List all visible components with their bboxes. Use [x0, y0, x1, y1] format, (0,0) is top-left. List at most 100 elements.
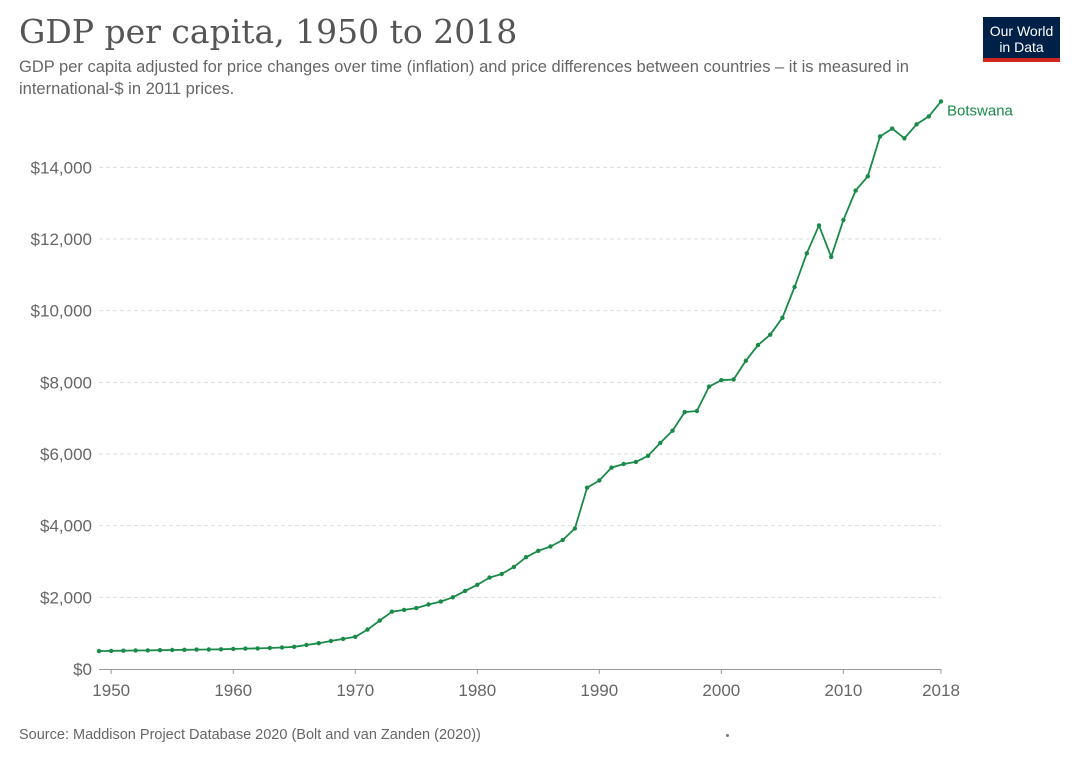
data-point-1959	[218, 647, 224, 652]
axis-layer: $0 $2,000 $4,000 $6,000 $8,000 $10,000 $12,000…	[31, 158, 960, 700]
data-point-1996	[670, 428, 675, 433]
data-point-1997	[682, 409, 687, 415]
data-point-1980	[475, 582, 480, 587]
data-point-1986	[548, 544, 553, 549]
data-point-1970	[353, 634, 358, 639]
data-point-1994	[645, 453, 651, 458]
data-point-1981	[487, 575, 492, 580]
logo-line-2: in Data	[999, 39, 1044, 55]
grid-layer	[99, 166, 941, 598]
page-subtitle: GDP per capita adjusted for price change…	[19, 58, 909, 98]
x-tick-label-2000: 2000	[702, 681, 740, 700]
data-point-1993	[633, 459, 639, 465]
data-point-2008	[816, 223, 822, 228]
logo-line-1: Our World	[989, 23, 1054, 39]
data-point-2017	[926, 114, 931, 119]
x-tick-label-1980: 1980	[458, 681, 496, 700]
data-point-1989	[584, 485, 590, 490]
data-point-2009	[829, 254, 834, 260]
data-point-1992	[621, 461, 626, 467]
data-point-1968	[328, 638, 334, 644]
series-layer	[96, 99, 944, 654]
x-tick-label-1970: 1970	[336, 681, 374, 700]
x-tick-label-1990: 1990	[580, 681, 618, 700]
data-point-1961	[243, 646, 248, 651]
data-point-1976	[426, 602, 431, 607]
data-point-1954	[157, 648, 163, 653]
data-point-1979	[462, 588, 468, 594]
data-point-1962	[255, 646, 260, 651]
data-point-2010	[841, 217, 846, 223]
y-tick-label-2000: $2,000	[40, 588, 92, 607]
data-point-1973	[389, 609, 395, 614]
owid-logo[interactable]: Our World in Data	[983, 17, 1060, 62]
x-tick-label-2010: 2010	[824, 681, 862, 700]
data-point-1975	[414, 605, 419, 611]
data-point-1982	[499, 571, 504, 577]
y-tick-label-4000: $4,000	[40, 517, 92, 536]
data-point-1956	[182, 647, 187, 652]
y-tick-label-12000: $12,000	[31, 230, 92, 249]
data-point-1952	[133, 648, 138, 653]
data-point-1967	[316, 641, 321, 646]
data-point-2012	[865, 174, 870, 179]
source-note: Source: Maddison Project Database 2020 (…	[19, 727, 481, 743]
data-point-1985	[536, 548, 541, 553]
y-tick-label-8000: $8,000	[40, 373, 92, 392]
data-point-1957	[194, 647, 199, 652]
y-tick-label-6000: $6,000	[40, 445, 92, 464]
data-point-1972	[377, 618, 382, 623]
y-tick-label-14000: $14,000	[31, 158, 92, 177]
data-point-1951	[121, 648, 126, 653]
x-tick-label-1950: 1950	[92, 681, 130, 700]
data-point-1965	[292, 644, 297, 649]
x-tick-label-2018: 2018	[922, 681, 960, 700]
data-point-1964	[279, 645, 285, 650]
data-point-1949	[96, 648, 102, 654]
data-point-2016	[914, 122, 919, 127]
data-point-2011	[853, 188, 858, 193]
data-point-1990	[597, 478, 602, 483]
data-point-2000	[719, 378, 724, 383]
data-point-2006	[792, 284, 797, 290]
series-line-botswana	[98, 100, 942, 652]
data-point-2005	[780, 315, 785, 320]
data-point-2004	[768, 332, 773, 337]
data-point-1955	[170, 647, 175, 653]
data-point-1971	[365, 627, 370, 632]
data-point-2001	[731, 377, 736, 382]
data-point-1978	[450, 595, 456, 600]
y-tick-label-10000: $10,000	[31, 302, 92, 321]
data-point-2007	[804, 251, 809, 256]
data-point-1998	[694, 408, 700, 414]
label-layer: Botswana	[947, 102, 1014, 119]
data-point-2015	[902, 136, 907, 141]
data-point-1953	[145, 648, 150, 653]
data-point-1977	[438, 599, 443, 604]
data-point-2018	[938, 99, 944, 104]
data-point-1984	[523, 555, 529, 560]
data-point-1950	[109, 648, 114, 654]
data-point-1963	[267, 645, 272, 651]
data-point-1969	[340, 636, 346, 642]
data-point-2002	[743, 358, 748, 363]
data-point-1983	[511, 564, 517, 570]
page-title: GDP per capita, 1950 to 2018	[19, 12, 518, 51]
data-point-1988	[572, 526, 578, 531]
data-point-2014	[890, 126, 895, 131]
data-point-1960	[231, 646, 236, 652]
data-point-1966	[304, 642, 309, 648]
data-point-1991	[609, 465, 614, 470]
data-point-1974	[401, 607, 407, 613]
data-point-1995	[658, 440, 663, 446]
data-point-2003	[755, 342, 761, 348]
footer-dot	[726, 734, 729, 737]
x-tick-label-1960: 1960	[214, 681, 252, 700]
data-point-1958	[206, 647, 211, 652]
data-point-2013	[877, 134, 883, 139]
y-tick-label-0: $0	[73, 660, 92, 679]
data-point-1999	[706, 384, 712, 389]
series-label-botswana: Botswana	[947, 102, 1014, 119]
data-point-1987	[560, 537, 565, 543]
